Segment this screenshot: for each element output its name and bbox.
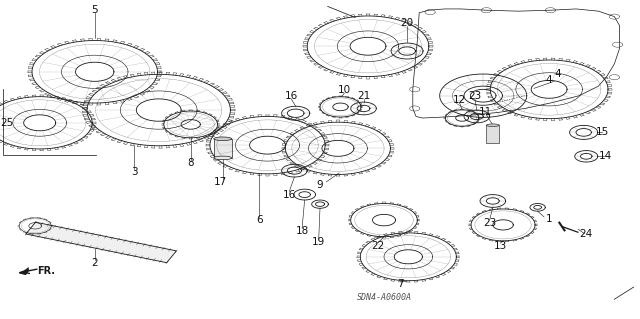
Text: 9: 9 bbox=[317, 180, 323, 190]
Text: FR.: FR. bbox=[37, 265, 55, 276]
Text: 4: 4 bbox=[546, 75, 552, 85]
Text: 10: 10 bbox=[338, 85, 351, 95]
Text: 15: 15 bbox=[596, 127, 609, 137]
Text: 3: 3 bbox=[131, 167, 138, 177]
Text: 13: 13 bbox=[494, 241, 507, 251]
Text: 24: 24 bbox=[579, 228, 592, 239]
Text: 18: 18 bbox=[296, 226, 308, 236]
Ellipse shape bbox=[214, 156, 232, 160]
Text: 14: 14 bbox=[599, 151, 612, 161]
Text: 23: 23 bbox=[468, 91, 481, 101]
Polygon shape bbox=[26, 222, 177, 263]
Text: 2: 2 bbox=[92, 258, 98, 268]
Bar bbox=[486, 125, 499, 143]
Text: 25: 25 bbox=[0, 118, 13, 128]
Text: 21: 21 bbox=[357, 91, 370, 101]
Text: 16: 16 bbox=[283, 189, 296, 200]
Bar bbox=[214, 139, 232, 158]
Text: 19: 19 bbox=[312, 237, 325, 248]
Text: 16: 16 bbox=[285, 91, 298, 101]
Polygon shape bbox=[19, 270, 29, 274]
Text: 22: 22 bbox=[371, 241, 384, 251]
Text: 4: 4 bbox=[555, 69, 561, 79]
Text: 17: 17 bbox=[214, 177, 227, 187]
Text: 23: 23 bbox=[483, 218, 496, 228]
Text: 8: 8 bbox=[188, 158, 194, 168]
Text: 20: 20 bbox=[401, 18, 413, 28]
Text: 7: 7 bbox=[397, 279, 403, 289]
Text: 12: 12 bbox=[453, 94, 466, 105]
Text: 1: 1 bbox=[546, 214, 552, 225]
Text: SDN4-A0600A: SDN4-A0600A bbox=[356, 293, 412, 302]
Text: 5: 5 bbox=[92, 4, 98, 15]
Ellipse shape bbox=[486, 124, 499, 127]
Text: 6: 6 bbox=[256, 215, 262, 225]
Text: 11: 11 bbox=[479, 107, 492, 117]
Ellipse shape bbox=[214, 137, 232, 141]
